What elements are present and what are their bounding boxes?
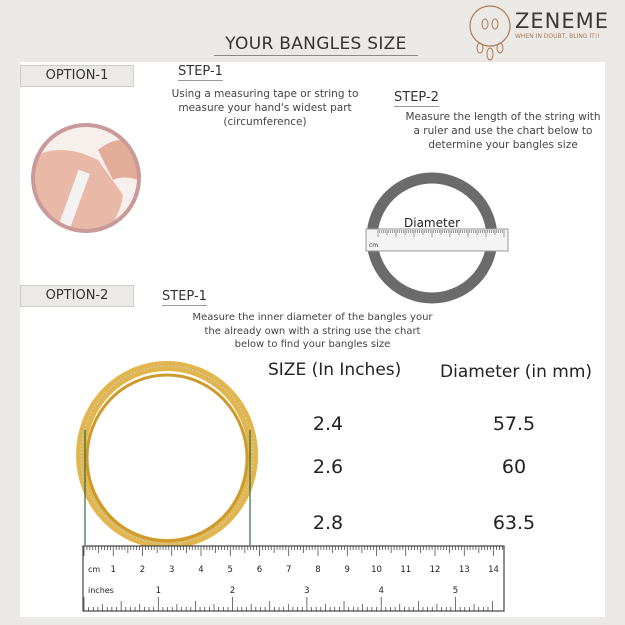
hand-measuring-image: [31, 123, 141, 233]
bangle-image: [76, 361, 258, 549]
cm-tick-label: 4: [198, 565, 203, 575]
desc-line: below to find your bangles size: [234, 339, 391, 350]
step-1-label: STEP-1: [178, 64, 223, 81]
desc-line: determine your bangles size: [428, 139, 578, 151]
option-1-label: OPTION-1: [20, 65, 134, 87]
option-2-step-1-description: Measure the inner diameter of the bangle…: [180, 311, 445, 352]
logo-name: ZENEME: [515, 9, 610, 33]
ring-diameter-diagram: cm Diameter: [365, 172, 509, 304]
table-header-size: SIZE (In Inches): [268, 360, 402, 380]
cm-tick-label: 6: [257, 565, 262, 575]
size-cell: 2.6: [312, 456, 344, 478]
desc-line: Using a measuring tape or string to: [171, 88, 359, 100]
step-2-description: Measure the length of the string with a …: [392, 110, 614, 152]
page-title: YOUR BANGLES SIZE: [214, 34, 418, 56]
inch-tick-label: 4: [378, 586, 383, 596]
cm-label: cm: [88, 565, 100, 574]
cm-tick-label: 1: [111, 565, 116, 575]
cm-tick-label: 8: [315, 565, 320, 575]
logo-icon: [469, 5, 511, 61]
cm-tick-label: 5: [228, 565, 233, 575]
ruler: 1 2 3 4 5 6 7 8 9 10 11 12 13 141 2 3 4 5 cm inches: [82, 545, 505, 612]
inch-tick-label: 1: [156, 586, 161, 596]
inch-tick-label: 5: [453, 586, 458, 596]
desc-line: the already own with a string use the ch…: [204, 325, 421, 337]
step-1-description: Using a measuring tape or string to meas…: [160, 87, 370, 129]
size-cell: 2.4: [312, 413, 344, 435]
cm-tick-label: 13: [459, 565, 470, 575]
cm-tick-label: 12: [430, 565, 441, 575]
logo-tagline: WHEN IN DOUBT, BLING IT!!: [515, 33, 600, 40]
desc-line: measure your hand's widest part: [178, 102, 352, 114]
desc-line: (circumference): [223, 116, 307, 128]
desc-line: Measure the length of the string with: [405, 111, 601, 123]
diameter-cell: 63.5: [492, 512, 536, 534]
ruler-unit: cm: [369, 242, 378, 249]
cm-tick-label: 9: [345, 565, 350, 575]
cm-tick-label: 11: [400, 565, 411, 575]
diameter-label: Diameter: [404, 216, 460, 230]
cm-tick-label: 14: [488, 565, 499, 575]
inches-label: inches: [88, 586, 114, 595]
cm-tick-label: 7: [286, 565, 291, 575]
table-header-diameter: Diameter (in mm): [440, 362, 593, 382]
inch-tick-label: 2: [230, 586, 235, 596]
cm-tick-label: 10: [371, 565, 382, 575]
step-2-label: STEP-2: [394, 90, 439, 107]
diameter-cell: 57.5: [492, 413, 536, 435]
cm-tick-label: 3: [169, 565, 174, 575]
inch-tick-label: 3: [304, 586, 309, 596]
desc-line: a ruler and use the chart below to: [413, 125, 593, 137]
size-cell: 2.8: [312, 512, 344, 534]
cm-tick-label: 2: [140, 565, 145, 575]
option-2-label: OPTION-2: [20, 285, 134, 307]
option-2-step-1-label: STEP-1: [162, 289, 207, 306]
diameter-cell: 60: [501, 456, 527, 478]
desc-line: Measure the inner diameter of the bangle…: [192, 312, 433, 323]
